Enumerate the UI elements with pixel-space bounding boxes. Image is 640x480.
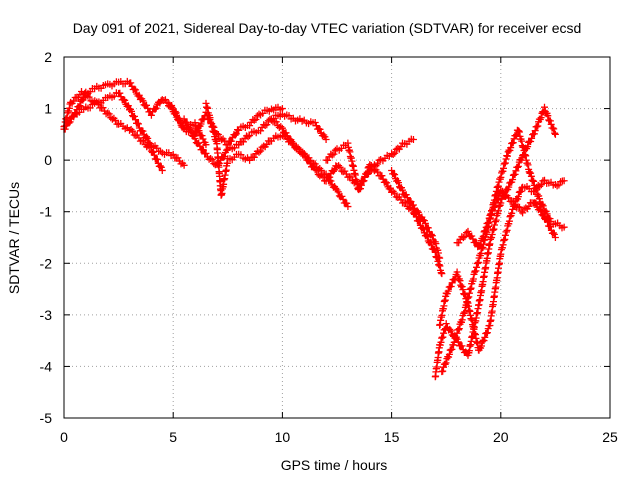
series-markers bbox=[431, 103, 559, 381]
x-tick-label: 20 bbox=[493, 429, 509, 445]
series-markers bbox=[453, 186, 559, 251]
series-track-9 bbox=[388, 167, 444, 262]
series-track-10 bbox=[431, 103, 559, 381]
x-tick-label: 0 bbox=[60, 429, 68, 445]
axis-ticks bbox=[63, 56, 611, 419]
series-markers bbox=[388, 167, 444, 262]
chart-title: Day 091 of 2021, Sidereal Day-to-day VTE… bbox=[73, 20, 582, 36]
x-tick-label: 5 bbox=[169, 429, 177, 445]
series-markers bbox=[268, 115, 417, 191]
series-track-8 bbox=[322, 139, 446, 278]
grid bbox=[64, 57, 610, 418]
series-markers bbox=[436, 176, 568, 354]
series-markers bbox=[322, 139, 446, 278]
series-markers bbox=[60, 88, 166, 174]
y-tick-label: 2 bbox=[44, 49, 52, 65]
y-tick-label: -4 bbox=[40, 358, 53, 374]
plot-frame bbox=[63, 56, 611, 419]
y-tick-label: -2 bbox=[40, 255, 53, 271]
series-track-7 bbox=[268, 115, 417, 191]
x-tick-label: 25 bbox=[602, 429, 618, 445]
y-tick-label: -3 bbox=[40, 307, 53, 323]
y-tick-label: 0 bbox=[44, 152, 52, 168]
y-tick-label: -5 bbox=[40, 410, 53, 426]
x-tick-label: 15 bbox=[384, 429, 400, 445]
y-axis-label: SDTVAR / TECUs bbox=[6, 182, 22, 294]
data-series bbox=[60, 77, 568, 381]
x-axis-label: GPS time / hours bbox=[281, 457, 388, 473]
y-tick-label: 1 bbox=[44, 101, 52, 117]
x-tick-labels: 0 5 10 15 20 25 bbox=[60, 429, 618, 445]
series-track-13 bbox=[453, 186, 559, 251]
y-tick-label: -1 bbox=[40, 204, 53, 220]
series-track-11 bbox=[436, 176, 568, 354]
y-tick-labels: -5 -4 -3 -2 -1 0 1 2 bbox=[40, 49, 53, 426]
x-tick-label: 10 bbox=[275, 429, 291, 445]
series-track-1 bbox=[60, 88, 166, 174]
